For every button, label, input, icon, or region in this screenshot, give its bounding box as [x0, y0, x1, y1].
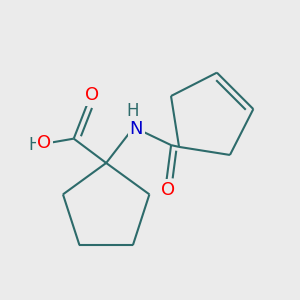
- Text: O: O: [161, 181, 175, 199]
- Text: O: O: [85, 86, 99, 104]
- Text: H: H: [28, 136, 41, 154]
- Text: N: N: [130, 120, 143, 138]
- Text: H: H: [127, 102, 140, 120]
- Text: O: O: [38, 134, 52, 152]
